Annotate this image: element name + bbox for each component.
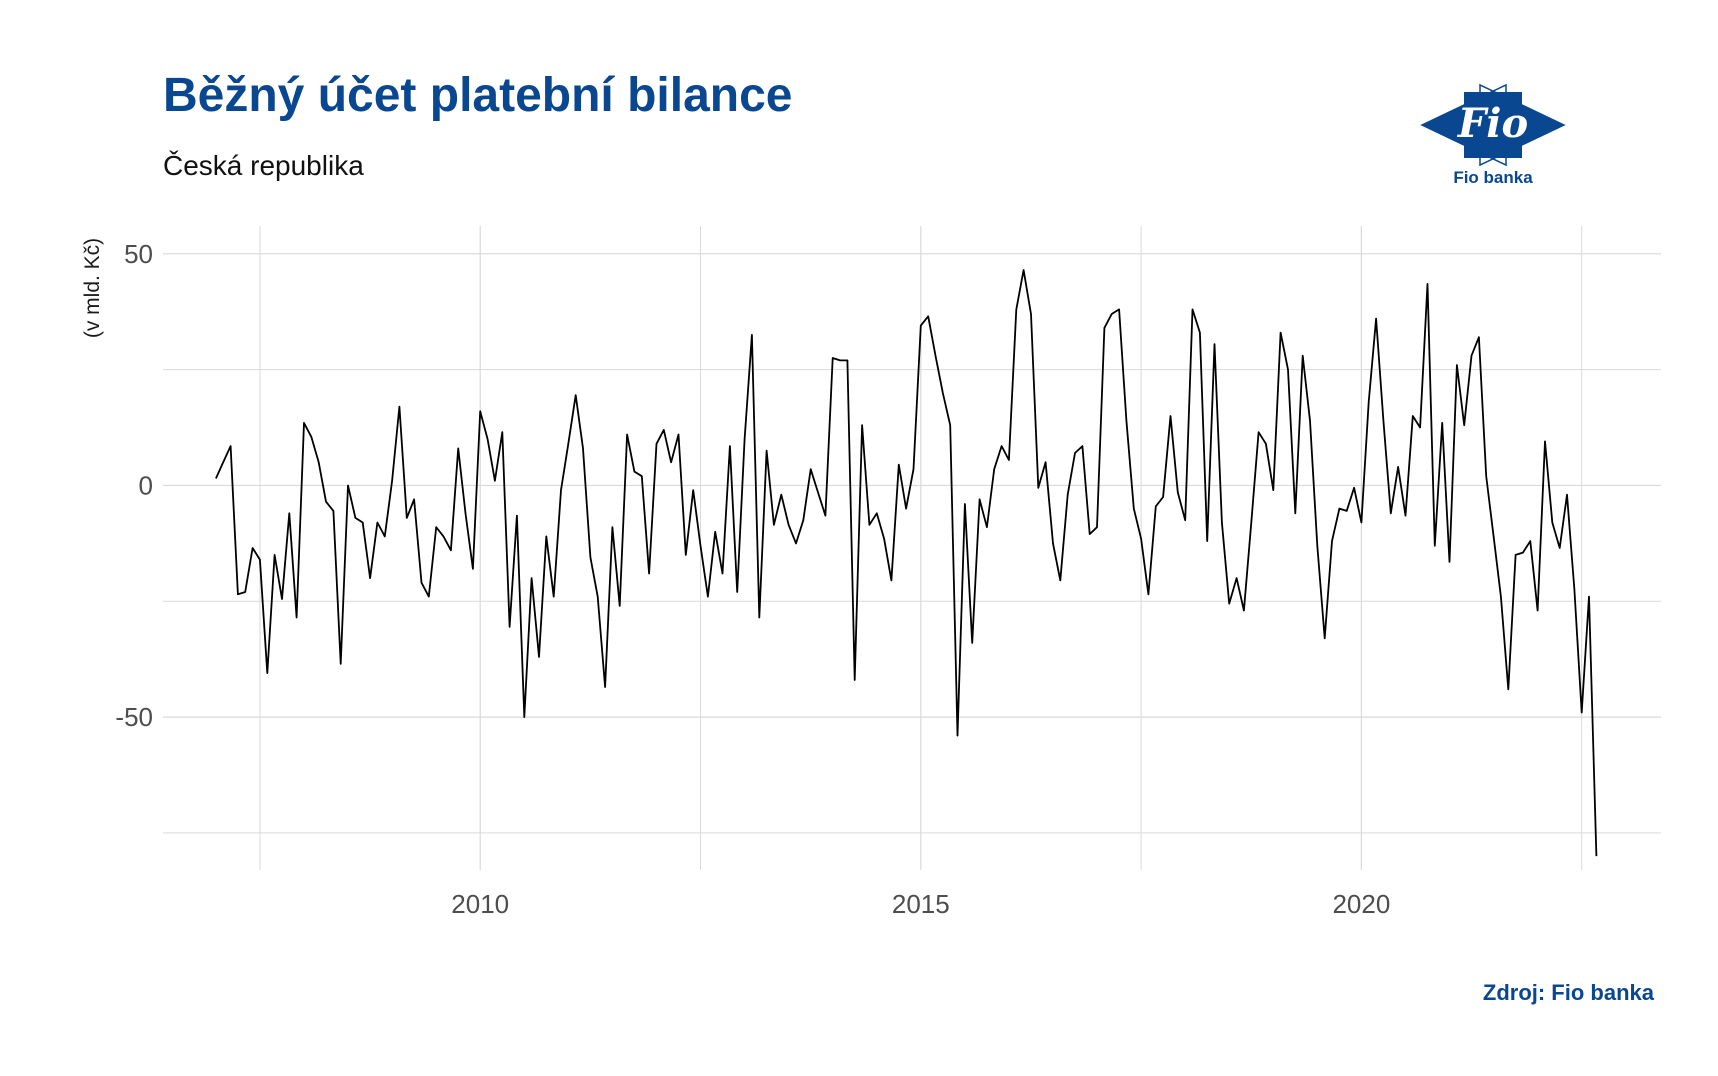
line-chart: -50 0 50 2010 2015 2020 (v mld. Kč) — [81, 226, 1661, 919]
source-note: Zdroj: Fio banka — [1482, 980, 1654, 1005]
chart-title: Běžný účet platební bilance — [163, 69, 793, 122]
logo-name: Fio banka — [1453, 168, 1533, 187]
x-axis-ticks: 2010 2015 2020 — [451, 889, 1390, 919]
x-tick-label: 2015 — [892, 889, 950, 919]
logo-mark: Fio — [1457, 100, 1528, 147]
x-tick-label: 2020 — [1332, 889, 1390, 919]
series-line — [215, 269, 1598, 857]
y-tick-label: 0 — [139, 470, 153, 500]
grid — [163, 226, 1661, 870]
y-tick-label: -50 — [115, 702, 153, 732]
chart-subtitle: Česká republika — [163, 150, 364, 181]
y-axis-title: (v mld. Kč) — [81, 238, 104, 338]
x-tick-label: 2010 — [451, 889, 509, 919]
y-axis-ticks: -50 0 50 — [115, 239, 153, 732]
y-tick-label: 50 — [124, 239, 153, 269]
fio-banka-logo-icon: Fio — [1420, 83, 1566, 167]
